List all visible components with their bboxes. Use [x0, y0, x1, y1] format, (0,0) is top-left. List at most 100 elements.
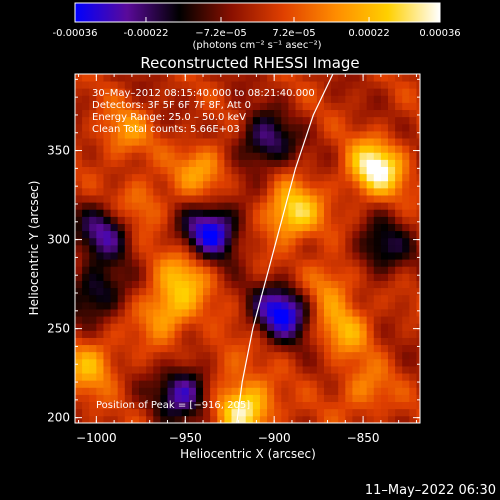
heatmap-cell	[224, 74, 232, 82]
heatmap-cell	[117, 102, 126, 111]
heatmap-cell	[231, 330, 239, 338]
heatmap-cell	[89, 173, 97, 182]
heatmap-cell	[274, 166, 282, 175]
heatmap-cell	[345, 130, 353, 139]
heatmap-cell	[416, 145, 420, 153]
heatmap-cell	[274, 116, 282, 125]
heatmap-cell	[117, 116, 126, 125]
heatmap-cell	[295, 301, 304, 310]
heatmap-cell	[238, 358, 247, 367]
heatmap-cell	[117, 209, 126, 217]
heatmap-cell	[231, 173, 239, 182]
heatmap-cell	[231, 316, 239, 324]
heatmap-cell	[288, 309, 296, 317]
heatmap-cell	[359, 138, 368, 146]
heatmap-cell	[402, 287, 410, 296]
heatmap-cell	[366, 323, 375, 331]
heatmap-cell	[224, 394, 232, 403]
heatmap-cell	[274, 159, 282, 167]
heatmap-cell	[96, 387, 104, 395]
heatmap-cell	[267, 330, 275, 338]
heatmap-cell	[409, 252, 417, 260]
heatmap-cell	[217, 337, 225, 346]
heatmap-cell	[395, 187, 403, 196]
heatmap-cell	[203, 130, 211, 139]
heatmap-cell	[267, 230, 275, 239]
heatmap-cell	[359, 237, 368, 246]
heatmap-cell	[217, 223, 225, 232]
heatmap-cell	[395, 95, 403, 103]
heatmap-cell	[195, 273, 204, 281]
heatmap-cell	[267, 187, 275, 196]
heatmap-cell	[366, 287, 375, 296]
heatmap-cell	[267, 380, 275, 388]
heatmap-cell	[345, 280, 353, 289]
heatmap-cell	[302, 74, 311, 82]
heatmap-cell	[274, 266, 282, 274]
x-tick-label: −900	[258, 431, 291, 445]
heatmap-cell	[210, 166, 218, 175]
heatmap-cell	[366, 401, 375, 410]
heatmap-cell	[316, 330, 325, 338]
heatmap-cell	[338, 81, 346, 89]
heatmap-cell	[110, 109, 119, 118]
heatmap-cell	[402, 138, 410, 146]
heatmap-cell	[323, 408, 332, 417]
heatmap-cell	[75, 387, 83, 395]
heatmap-cell	[416, 252, 420, 260]
heatmap-cell	[302, 202, 311, 210]
heatmap-cell	[117, 287, 126, 296]
heatmap-cell	[366, 187, 375, 196]
heatmap-cell	[103, 309, 111, 317]
heatmap-cell	[281, 415, 289, 423]
heatmap-cell	[288, 195, 296, 203]
heatmap-cell	[153, 216, 161, 224]
heatmap-cell	[267, 366, 275, 374]
heatmap-cell	[103, 109, 111, 118]
heatmap-cell	[281, 244, 289, 253]
heatmap-cell	[295, 259, 304, 267]
heatmap-cell	[139, 316, 147, 324]
heatmap-cell	[117, 337, 126, 346]
heatmap-cell	[110, 74, 119, 82]
heatmap-cell	[89, 394, 97, 403]
heatmap-cell	[402, 394, 410, 403]
heatmap-cell	[181, 173, 190, 182]
heatmap-cell	[302, 351, 311, 360]
heatmap-cell	[224, 180, 232, 189]
heatmap-cell	[302, 180, 311, 189]
heatmap-cell	[281, 209, 289, 217]
heatmap-cell	[188, 145, 197, 153]
heatmap-cell	[96, 109, 104, 118]
heatmap-cell	[167, 244, 175, 253]
heatmap-cell	[110, 195, 119, 203]
heatmap-cell	[302, 230, 311, 239]
heatmap-cell	[124, 152, 133, 160]
heatmap-cell	[295, 123, 304, 132]
heatmap-cell	[110, 273, 119, 281]
heatmap-cell	[153, 373, 161, 381]
heatmap-cell	[146, 74, 154, 82]
heatmap-cell	[409, 109, 417, 118]
heatmap-cell	[274, 102, 282, 111]
heatmap-cell	[323, 130, 332, 139]
heatmap-cell	[117, 266, 126, 274]
heatmap-cell	[338, 123, 346, 132]
heatmap-cell	[267, 394, 275, 403]
heatmap-cell	[224, 166, 232, 175]
heatmap-cell	[281, 366, 289, 374]
heatmap-cell	[409, 116, 417, 125]
heatmap-cell	[295, 166, 304, 175]
heatmap-cell	[82, 166, 90, 175]
heatmap-cell	[117, 244, 126, 253]
heatmap-cell	[89, 109, 97, 118]
heatmap-cell	[288, 202, 296, 210]
heatmap-cell	[338, 408, 346, 417]
heatmap-cell	[416, 166, 420, 175]
heatmap-cell	[295, 209, 304, 217]
heatmap-cell	[103, 195, 111, 203]
heatmap-cell	[387, 280, 396, 289]
heatmap-cell	[402, 88, 410, 96]
heatmap-cell	[395, 123, 403, 132]
heatmap-cell	[203, 81, 211, 89]
